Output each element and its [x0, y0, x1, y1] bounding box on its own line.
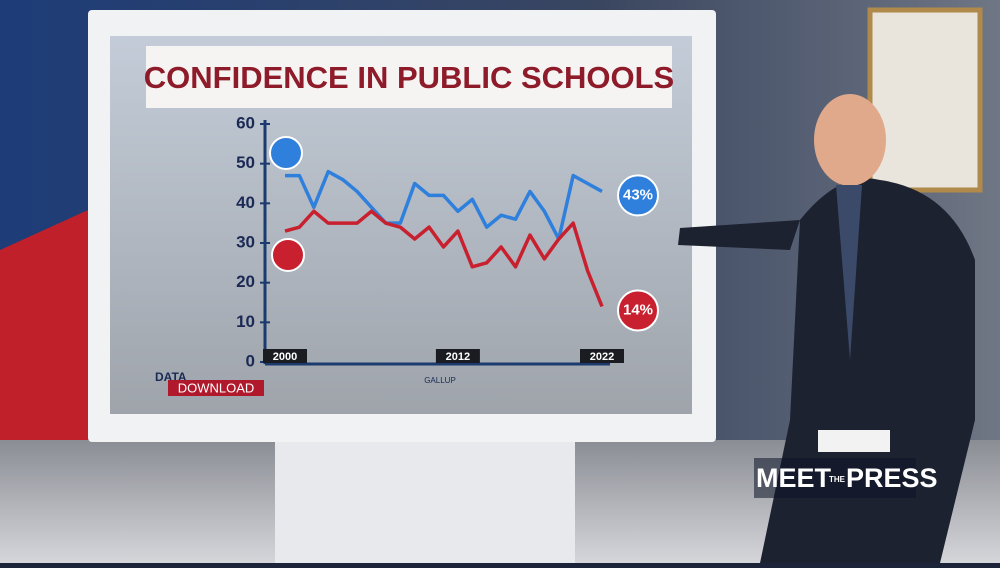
- x-tick-label: 2000: [273, 351, 297, 363]
- republican-icon: [271, 238, 305, 272]
- plot: 0 10 20 30 40 50 60 2000 2012 2022 43% 14%: [236, 113, 659, 370]
- poster: [867, 7, 983, 193]
- brand-bar: [168, 380, 264, 396]
- title-banner: [146, 46, 672, 108]
- desk-stand: [275, 420, 575, 563]
- value-label-badge: [617, 174, 659, 217]
- y-tick-label: 40: [236, 193, 255, 212]
- logo-mid: THE: [829, 475, 846, 484]
- series-line: [285, 169, 603, 241]
- papers: [818, 430, 890, 452]
- value-label: 14%: [623, 301, 653, 318]
- x-tick: [435, 349, 480, 363]
- brand-bottom: DOWNLOAD: [178, 380, 255, 395]
- y-tick-label: 50: [236, 153, 255, 172]
- presenter-head: [814, 94, 886, 186]
- value-label-badge: [617, 289, 659, 332]
- y-tick-label: 60: [236, 113, 255, 132]
- y-tick-label: 10: [236, 312, 255, 331]
- x-tick: [263, 349, 307, 363]
- x-tick-label: 2012: [446, 351, 470, 363]
- y-tick-label: 0: [246, 351, 255, 370]
- democrat-icon: [269, 136, 303, 170]
- x-tick-label: 2022: [590, 351, 614, 363]
- x-tick: [580, 349, 624, 363]
- series-line: [284, 209, 604, 308]
- presenter-arm: [678, 220, 800, 250]
- logo-left: MEET: [756, 463, 832, 493]
- logo-bg: [754, 458, 916, 498]
- presenter-tie: [836, 185, 862, 360]
- value-label: 43%: [623, 186, 653, 203]
- y-tick-label: 20: [236, 272, 255, 291]
- source: GALLUP: [424, 376, 456, 385]
- chart-title: CONFIDENCE IN PUBLIC SCHOOLS: [144, 60, 674, 95]
- flag-stripe: [0, 200, 110, 470]
- y-tick-label: 30: [236, 232, 255, 251]
- logo-right: PRESS: [846, 463, 938, 493]
